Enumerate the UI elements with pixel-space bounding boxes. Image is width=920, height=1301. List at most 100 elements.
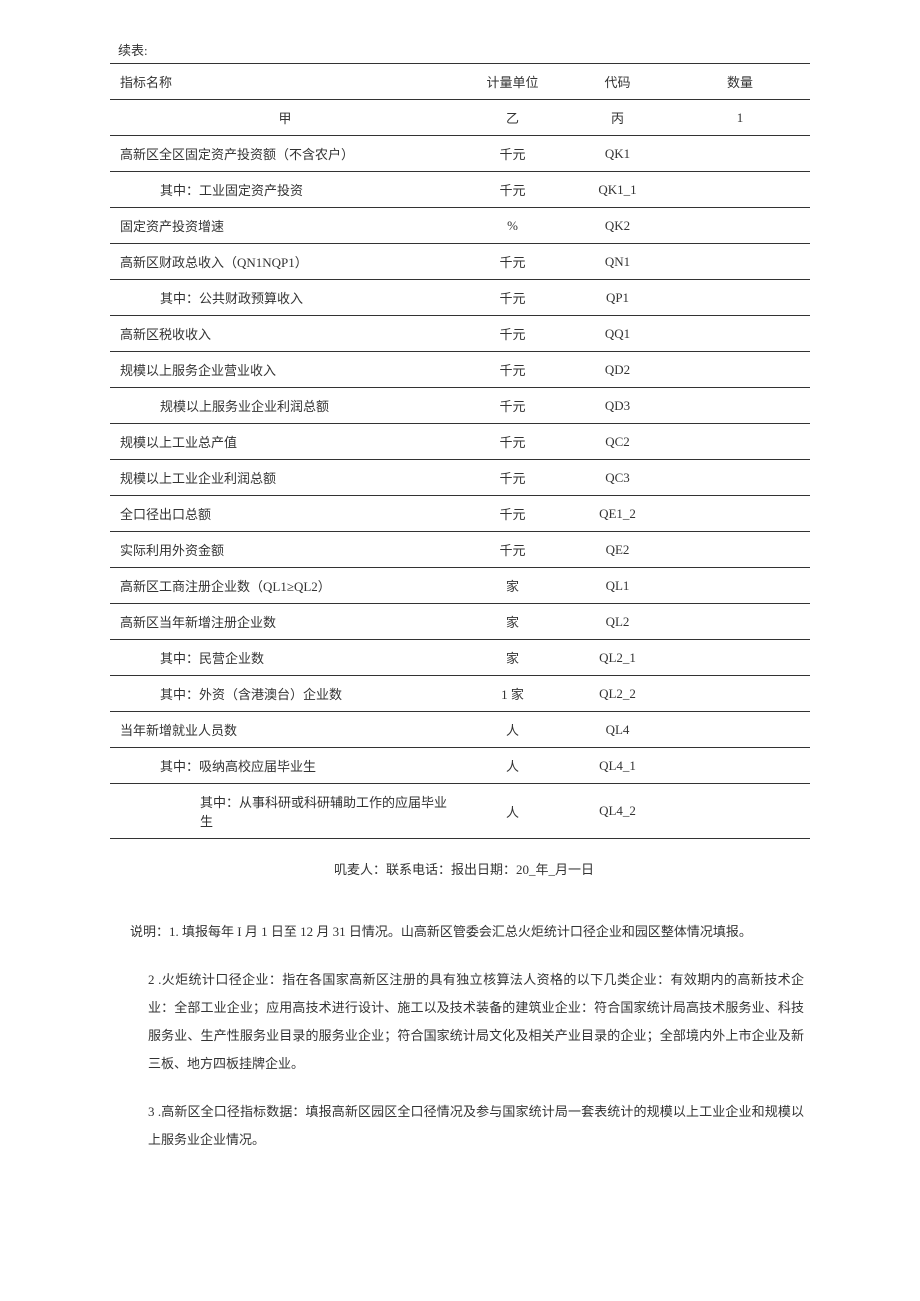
- row-code: QE2: [565, 532, 670, 568]
- row-code: QK2: [565, 208, 670, 244]
- header-name: 指标名称: [110, 64, 460, 100]
- row-name: 全口径出口总额: [110, 496, 460, 532]
- row-unit: 1 家: [460, 676, 565, 712]
- table-row: 规模以上服务业企业利润总额千元QD3: [110, 388, 810, 424]
- row-unit: 千元: [460, 280, 565, 316]
- row-name: 高新区税收收入: [110, 316, 460, 352]
- row-code: QL2_2: [565, 676, 670, 712]
- table-row: 高新区财政总收入（QN1NQP1）千元QN1: [110, 244, 810, 280]
- row-name: 当年新增就业人员数: [110, 712, 460, 748]
- row-name: 其中：外资（含港澳台）企业数: [110, 676, 460, 712]
- row-qty: [670, 316, 810, 352]
- subheader-name: 甲: [110, 100, 460, 136]
- row-name: 高新区当年新增注册企业数: [110, 604, 460, 640]
- indicators-table: 指标名称 计量单位 代码 数量 甲 乙 丙 1 高新区全区固定资产投资额（不含农…: [110, 63, 810, 839]
- row-code: QD3: [565, 388, 670, 424]
- row-name: 其中：吸纳高校应届毕业生: [110, 748, 460, 784]
- row-unit: 家: [460, 568, 565, 604]
- row-unit: 千元: [460, 460, 565, 496]
- row-qty: [670, 784, 810, 839]
- row-name: 高新区全区固定资产投资额（不含农户）: [110, 136, 460, 172]
- table-row: 高新区当年新增注册企业数家QL2: [110, 604, 810, 640]
- row-name: 实际利用外资金额: [110, 532, 460, 568]
- table-row: 其中：工业固定资产投资千元QK1_1: [110, 172, 810, 208]
- row-code: QL4: [565, 712, 670, 748]
- row-code: QL4_2: [565, 784, 670, 839]
- row-code: QK1_1: [565, 172, 670, 208]
- row-name: 其中：公共财政预算收入: [110, 280, 460, 316]
- row-code: QQ1: [565, 316, 670, 352]
- table-row: 高新区税收收入千元QQ1: [110, 316, 810, 352]
- row-name: 高新区财政总收入（QN1NQP1）: [110, 244, 460, 280]
- row-unit: 千元: [460, 352, 565, 388]
- row-qty: [670, 460, 810, 496]
- note-3: 3 .高新区全口径指标数据：填报高新区园区全口径情况及参与国家统计局一套表统计的…: [130, 1098, 804, 1154]
- table-subheader-row: 甲 乙 丙 1: [110, 100, 810, 136]
- row-qty: [670, 532, 810, 568]
- row-code: QP1: [565, 280, 670, 316]
- row-name: 规模以上服务企业营业收入: [110, 352, 460, 388]
- row-code: QD2: [565, 352, 670, 388]
- row-unit: 千元: [460, 316, 565, 352]
- row-qty: [670, 388, 810, 424]
- row-name: 其中：民营企业数: [110, 640, 460, 676]
- table-row: 规模以上服务企业营业收入千元QD2: [110, 352, 810, 388]
- table-row: 固定资产投资增速%QK2: [110, 208, 810, 244]
- row-qty: [670, 712, 810, 748]
- note-1: 说明：1. 填报每年 I 月 1 日至 12 月 31 日情况。山高新区管委会汇…: [130, 918, 804, 946]
- row-unit: 千元: [460, 532, 565, 568]
- row-unit: 千元: [460, 424, 565, 460]
- table-row: 高新区工商注册企业数（QL1≥QL2）家QL1: [110, 568, 810, 604]
- table-header-row: 指标名称 计量单位 代码 数量: [110, 64, 810, 100]
- row-code: QL2_1: [565, 640, 670, 676]
- row-qty: [670, 280, 810, 316]
- row-unit: 千元: [460, 244, 565, 280]
- row-unit: 千元: [460, 172, 565, 208]
- row-name: 高新区工商注册企业数（QL1≥QL2）: [110, 568, 460, 604]
- table-row: 其中：从事科研或科研辅助工作的应届毕业生人QL4_2: [110, 784, 810, 839]
- row-code: QL2: [565, 604, 670, 640]
- row-qty: [670, 748, 810, 784]
- row-unit: %: [460, 208, 565, 244]
- row-unit: 人: [460, 748, 565, 784]
- row-unit: 家: [460, 640, 565, 676]
- row-qty: [670, 496, 810, 532]
- table-continued-label: 续表:: [110, 40, 810, 59]
- row-qty: [670, 352, 810, 388]
- table-row: 实际利用外资金额千元QE2: [110, 532, 810, 568]
- row-qty: [670, 676, 810, 712]
- row-unit: 人: [460, 712, 565, 748]
- row-name: 规模以上服务业企业利润总额: [110, 388, 460, 424]
- header-unit: 计量单位: [460, 64, 565, 100]
- note-2: 2 .火炬统计口径企业：指在各国家高新区注册的具有独立核算法人资格的以下几类企业…: [130, 966, 804, 1078]
- row-name: 规模以上工业企业利润总额: [110, 460, 460, 496]
- row-qty: [670, 424, 810, 460]
- row-qty: [670, 568, 810, 604]
- table-body: 高新区全区固定资产投资额（不含农户）千元QK1其中：工业固定资产投资千元QK1_…: [110, 136, 810, 839]
- row-code: QL4_1: [565, 748, 670, 784]
- header-code: 代码: [565, 64, 670, 100]
- table-row: 其中：外资（含港澳台）企业数1 家QL2_2: [110, 676, 810, 712]
- row-qty: [670, 208, 810, 244]
- header-qty: 数量: [670, 64, 810, 100]
- row-unit: 千元: [460, 388, 565, 424]
- subheader-unit: 乙: [460, 100, 565, 136]
- row-unit: 人: [460, 784, 565, 839]
- row-unit: 千元: [460, 136, 565, 172]
- row-code: QK1: [565, 136, 670, 172]
- row-name: 固定资产投资增速: [110, 208, 460, 244]
- table-row: 全口径出口总额千元QE1_2: [110, 496, 810, 532]
- row-qty: [670, 136, 810, 172]
- row-name: 规模以上工业总产值: [110, 424, 460, 460]
- row-qty: [670, 640, 810, 676]
- row-qty: [670, 604, 810, 640]
- row-name: 其中：从事科研或科研辅助工作的应届毕业生: [110, 784, 460, 839]
- table-row: 当年新增就业人员数人QL4: [110, 712, 810, 748]
- row-qty: [670, 244, 810, 280]
- subheader-code: 丙: [565, 100, 670, 136]
- row-code: QE1_2: [565, 496, 670, 532]
- table-row: 其中：民营企业数家QL2_1: [110, 640, 810, 676]
- report-footer-line: 叽麦人：联系电话：报出日期：20_年_月一日: [110, 859, 810, 878]
- row-unit: 千元: [460, 496, 565, 532]
- table-row: 高新区全区固定资产投资额（不含农户）千元QK1: [110, 136, 810, 172]
